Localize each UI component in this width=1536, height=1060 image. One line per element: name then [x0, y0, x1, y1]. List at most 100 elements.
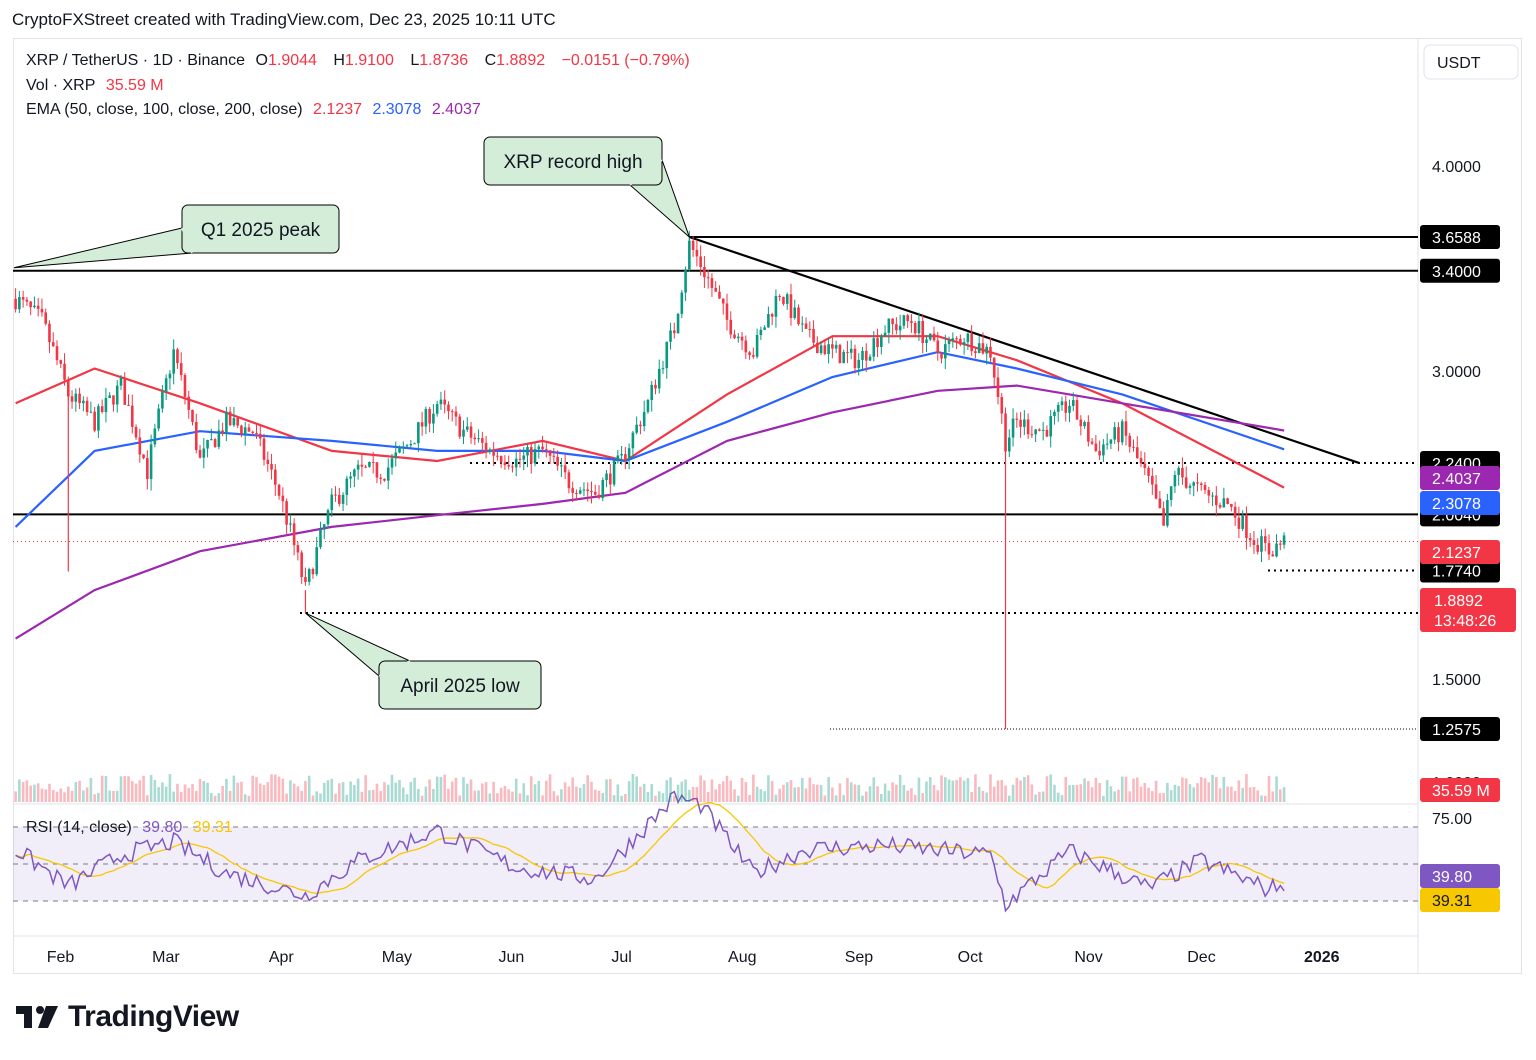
- volume-bar: [1071, 785, 1075, 802]
- ema-label[interactable]: EMA (50, close, 100, close, 200, close): [26, 101, 303, 118]
- candle-body: [1034, 429, 1037, 435]
- candle-body: [134, 426, 138, 438]
- candle-body: [251, 431, 255, 434]
- volume-bar: [518, 793, 522, 802]
- candle-body: [729, 319, 733, 335]
- candle-body: [601, 480, 605, 498]
- candle-body: [940, 353, 943, 359]
- volume-bar: [1151, 791, 1154, 802]
- volume-layer: [14, 774, 1286, 802]
- volume-bar: [921, 793, 925, 802]
- time-axis-label: 2026: [1304, 949, 1340, 966]
- volume-bar: [868, 786, 872, 802]
- volume-bar: [657, 791, 661, 802]
- volume-bar: [232, 775, 236, 802]
- currency-button-label[interactable]: USDT: [1437, 55, 1481, 72]
- volume-bar: [89, 777, 93, 802]
- volume-bar: [386, 784, 390, 802]
- candle-body: [849, 348, 853, 353]
- volume-bar: [228, 790, 232, 802]
- volume-bar: [1011, 784, 1015, 802]
- volume-bar: [985, 792, 989, 802]
- volume-bar: [262, 785, 266, 802]
- time-axis-label: Jul: [611, 949, 631, 966]
- volume-label[interactable]: Vol · XRP: [26, 77, 96, 94]
- volume-bar: [368, 790, 371, 802]
- volume-bar: [270, 774, 273, 802]
- candle-body: [1260, 536, 1263, 552]
- currency-button[interactable]: [1423, 44, 1519, 80]
- candle-body: [913, 323, 917, 334]
- candle-body: [1102, 444, 1105, 456]
- volume-bar: [1068, 785, 1071, 802]
- chart-credit: CryptoFXStreet created with TradingView.…: [12, 10, 556, 29]
- volume-bar: [225, 778, 228, 802]
- candle-body: [1147, 467, 1150, 476]
- candle-body: [285, 501, 288, 525]
- candle-body: [29, 301, 32, 308]
- rsi-label[interactable]: RSI (14, close): [26, 819, 132, 836]
- time-axis-label: Jun: [498, 949, 524, 966]
- volume-bar: [748, 795, 751, 802]
- candle-body: [398, 447, 401, 453]
- candle-body: [620, 454, 623, 456]
- candle-body: [785, 294, 789, 304]
- volume-bar: [1241, 788, 1244, 802]
- candle-body: [880, 336, 883, 348]
- volume-bar: [849, 782, 853, 802]
- volume-bar: [590, 781, 593, 802]
- volume-bar: [752, 774, 755, 802]
- candle-body: [1026, 419, 1030, 435]
- candle-body: [1109, 439, 1113, 444]
- volume-bar: [695, 787, 699, 802]
- volume-bar: [593, 789, 597, 802]
- candle-body: [612, 460, 616, 485]
- volume-bar: [1237, 780, 1241, 802]
- last-price-label-bg: [1420, 588, 1516, 632]
- volume-bar: [1132, 778, 1135, 802]
- symbol-name[interactable]: XRP / TetherUS · 1D · Binance: [26, 52, 246, 69]
- volume-bar: [725, 775, 729, 802]
- candle-body: [443, 399, 446, 405]
- candle-body: [816, 342, 819, 354]
- volume-bar: [902, 784, 906, 802]
- candle-body: [447, 404, 450, 412]
- rsi-price-label: 39.80: [1432, 869, 1472, 886]
- candle-body: [356, 464, 360, 470]
- candle-body: [955, 338, 958, 340]
- tradingview-logo[interactable]: TradingView: [16, 1000, 239, 1034]
- candle-body: [778, 296, 781, 298]
- volume-bar: [142, 775, 145, 802]
- candle-body: [123, 377, 127, 405]
- candle-body: [1068, 405, 1071, 413]
- candle-body: [469, 426, 473, 438]
- volume-bar: [44, 789, 48, 802]
- candle-body: [910, 321, 913, 324]
- candle-body: [808, 328, 812, 330]
- candle-body: [992, 357, 996, 378]
- candle-body: [518, 458, 522, 460]
- volume-bar: [1218, 788, 1222, 802]
- volume-bar: [740, 777, 744, 802]
- ema100-value: 2.3078: [372, 101, 422, 118]
- candle-body: [247, 427, 251, 432]
- candle-body: [597, 494, 601, 498]
- ema50-price-label: 2.1237: [1432, 545, 1481, 562]
- volume-bar: [864, 791, 868, 802]
- candle-body: [962, 342, 966, 345]
- volume-bar: [1102, 795, 1105, 802]
- candle-body: [819, 345, 823, 354]
- candle-body: [368, 462, 371, 467]
- candle-body: [1211, 495, 1214, 497]
- candle-body: [1007, 437, 1011, 452]
- volume-bar: [398, 780, 401, 802]
- candle-body: [567, 472, 571, 489]
- volume-bar: [1263, 795, 1267, 802]
- volume-bar: [1222, 777, 1226, 802]
- candle-body: [51, 342, 55, 347]
- candle-body: [609, 473, 612, 485]
- volume-bar: [1199, 777, 1203, 802]
- volume-bar: [74, 782, 78, 802]
- volume-bar: [1105, 780, 1109, 802]
